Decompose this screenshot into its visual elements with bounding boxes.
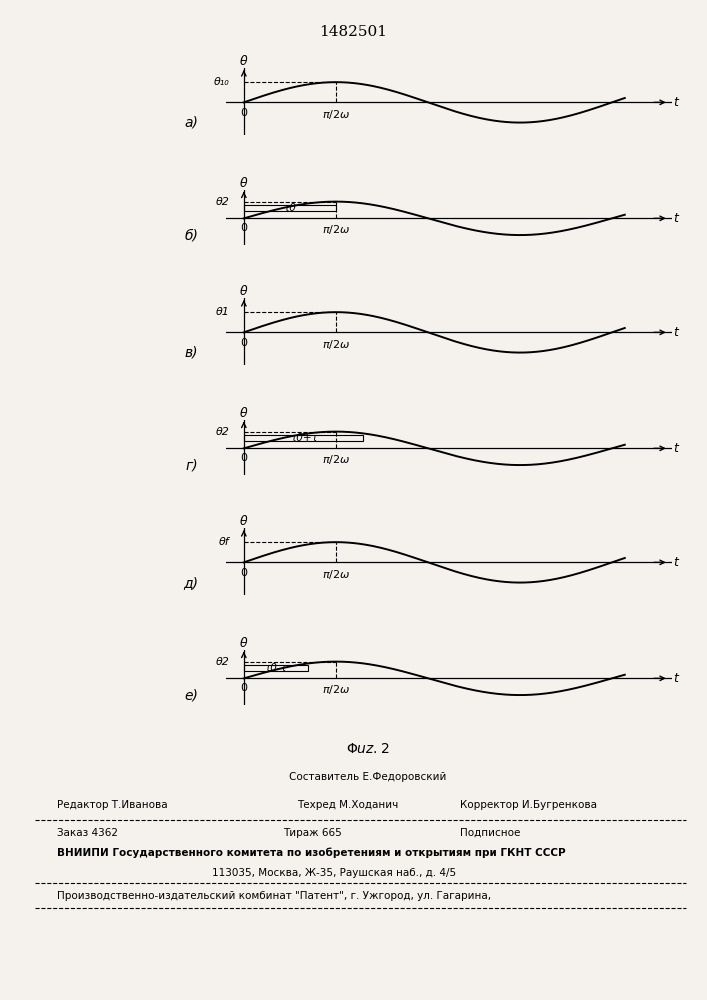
Bar xyxy=(244,435,363,441)
Text: $\theta$: $\theta$ xyxy=(239,284,249,298)
Text: τ0-τ: τ0-τ xyxy=(264,663,288,673)
Text: 113035, Москва, Ж-35, Раушская наб., д. 4/5: 113035, Москва, Ж-35, Раушская наб., д. … xyxy=(212,868,456,878)
Text: $\theta$: $\theta$ xyxy=(239,406,249,420)
Text: $\pi/2\omega$: $\pi/2\omega$ xyxy=(322,338,350,351)
Text: д): д) xyxy=(183,576,198,590)
Text: 0: 0 xyxy=(240,568,247,578)
Text: τ0+τ: τ0+τ xyxy=(290,433,317,443)
Text: $\theta$: $\theta$ xyxy=(239,54,249,68)
Text: а): а) xyxy=(184,116,198,130)
Text: $t$: $t$ xyxy=(673,326,680,339)
Text: ВНИИПИ Государственного комитета по изобретениям и открытиям при ГКНТ СССР: ВНИИПИ Государственного комитета по изоб… xyxy=(57,848,565,858)
Text: Корректор И.Бугренкова: Корректор И.Бугренкова xyxy=(460,800,597,810)
Text: $t$: $t$ xyxy=(673,672,680,685)
Text: Подписное: Подписное xyxy=(460,828,520,838)
Text: Составитель Е.Федоровский: Составитель Е.Федоровский xyxy=(289,772,446,782)
Text: θ2: θ2 xyxy=(216,657,229,667)
Text: Редактор Т.Иванова: Редактор Т.Иванова xyxy=(57,800,167,810)
Text: г): г) xyxy=(185,458,198,472)
Bar xyxy=(244,205,336,211)
Text: $\pi/2\omega$: $\pi/2\omega$ xyxy=(322,683,350,696)
Text: $\pi/2\omega$: $\pi/2\omega$ xyxy=(322,108,350,121)
Text: $\pi/2\omega$: $\pi/2\omega$ xyxy=(322,453,350,466)
Text: Заказ 4362: Заказ 4362 xyxy=(57,828,117,838)
Text: $\theta$: $\theta$ xyxy=(239,514,249,528)
Text: $\Phi u z.2$: $\Phi u z.2$ xyxy=(346,742,390,756)
Text: 0: 0 xyxy=(240,338,247,348)
Text: $t$: $t$ xyxy=(673,96,680,109)
Text: 0: 0 xyxy=(240,223,247,233)
Text: θf: θf xyxy=(218,537,229,547)
Text: Производственно-издательский комбинат "Патент", г. Ужгород, ул. Гагарина,: Производственно-издательский комбинат "П… xyxy=(57,891,491,901)
Text: 1482501: 1482501 xyxy=(320,25,387,39)
Text: θ₁₀: θ₁₀ xyxy=(214,77,229,87)
Text: $\pi/2\omega$: $\pi/2\omega$ xyxy=(322,568,350,581)
Text: $t$: $t$ xyxy=(673,442,680,455)
Text: τ0: τ0 xyxy=(284,203,296,213)
Text: в): в) xyxy=(185,346,198,360)
Text: 0: 0 xyxy=(240,108,247,118)
Text: б): б) xyxy=(184,228,198,242)
Text: Техред М.Ходанич: Техред М.Ходанич xyxy=(297,800,398,810)
Text: θ1: θ1 xyxy=(216,307,229,317)
Text: е): е) xyxy=(184,688,198,702)
Text: 0: 0 xyxy=(240,453,247,463)
Text: $\theta$: $\theta$ xyxy=(239,176,249,190)
Bar xyxy=(244,665,308,671)
Text: Тираж 665: Тираж 665 xyxy=(283,828,341,838)
Text: $t$: $t$ xyxy=(673,212,680,225)
Text: $t$: $t$ xyxy=(673,556,680,569)
Text: θ2: θ2 xyxy=(216,427,229,437)
Text: θ2: θ2 xyxy=(216,197,229,207)
Text: $\pi/2\omega$: $\pi/2\omega$ xyxy=(322,223,350,236)
Text: 0: 0 xyxy=(240,683,247,693)
Text: $\theta$: $\theta$ xyxy=(239,636,249,650)
